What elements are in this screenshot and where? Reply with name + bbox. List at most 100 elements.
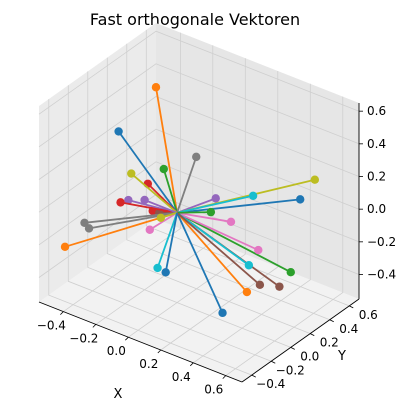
vector-line — [176, 198, 301, 214]
vector-24 — [116, 198, 178, 214]
z-tick-label: −0.2 — [367, 235, 396, 249]
y-tick-label: 0.4 — [339, 322, 358, 336]
z-tick-label: 0.6 — [367, 104, 386, 118]
gridline-y — [106, 57, 311, 334]
vector-endpoint — [296, 195, 305, 204]
gridline-x — [225, 96, 344, 376]
vector-endpoint — [286, 268, 295, 277]
vector-line — [177, 211, 211, 214]
x-tick-label: −0.2 — [69, 331, 98, 345]
vector-25 — [140, 195, 178, 214]
x-tick-label: 0.2 — [139, 357, 158, 371]
x-tick-mark — [157, 349, 162, 354]
vector-29 — [156, 211, 178, 223]
y-tick-mark — [349, 305, 354, 309]
grid-lines — [38, 29, 360, 376]
vector-line — [164, 212, 178, 273]
x-axis-line — [38, 301, 243, 383]
tick-labels: −0.4−0.20.00.20.40.6 −0.4−0.20.00.20.40.6… — [37, 104, 396, 396]
vector-line — [155, 87, 178, 213]
x-tick-label: 0.0 — [107, 344, 126, 358]
vector-17 — [176, 211, 263, 255]
x-tick-mark — [222, 375, 227, 379]
vector-2 — [151, 83, 178, 213]
gridline-z — [38, 96, 360, 180]
gridline-x — [128, 58, 246, 338]
vector-endpoint — [218, 308, 227, 318]
vector-endpoint — [161, 268, 170, 277]
gridline-x — [193, 83, 311, 364]
x-tick-label: 0.4 — [172, 370, 191, 384]
vector-endpoint — [124, 195, 133, 205]
y-tick-label: −0.2 — [276, 363, 305, 377]
vector-endpoint — [114, 127, 123, 136]
gridline-z — [38, 30, 360, 115]
gridline-y — [48, 99, 252, 376]
vector-19 — [127, 169, 178, 214]
vector-endpoint — [60, 242, 70, 252]
y-axis-label: Y — [337, 349, 346, 364]
vector-10 — [176, 191, 258, 214]
vector-line — [176, 156, 198, 214]
vector-endpoint — [244, 261, 254, 270]
vector-21 — [176, 212, 227, 318]
z-tick-label: 0.0 — [367, 202, 386, 216]
vector-endpoint — [140, 195, 149, 205]
x-tick-label: 0.6 — [204, 383, 223, 397]
vector-31 — [161, 212, 178, 277]
vector-23 — [177, 207, 216, 217]
axis-lines — [38, 103, 363, 383]
vector-line — [176, 211, 259, 251]
z-tick-label: 0.4 — [367, 137, 386, 151]
vector-7 — [176, 211, 236, 226]
vector-endpoint — [248, 191, 258, 201]
vector-endpoint — [192, 152, 201, 162]
vector-line — [130, 172, 178, 214]
vector-12 — [176, 212, 252, 297]
gridline-x — [63, 32, 181, 312]
vector-endpoint — [116, 198, 125, 207]
vector-line — [176, 211, 292, 273]
vector-20 — [176, 212, 254, 270]
vector-endpoint — [153, 263, 162, 273]
z-tick-label: −0.4 — [367, 268, 396, 282]
vector-30 — [153, 212, 178, 273]
chart-title: Fast orthogonale Vektoren — [90, 10, 300, 29]
y-tick-mark — [329, 319, 334, 323]
vector-1 — [176, 195, 305, 214]
vector-endpoint — [255, 280, 265, 290]
vector-endpoint — [275, 282, 284, 291]
vector-line — [149, 212, 178, 231]
x-tick-mark — [60, 311, 64, 315]
gridline-y — [87, 71, 291, 348]
vector-line — [144, 199, 178, 214]
vector-endpoint — [310, 175, 320, 184]
x-tick-mark — [125, 336, 129, 341]
z-tick-label: 0.2 — [367, 170, 386, 184]
vector-endpoint — [80, 218, 89, 227]
gridline-z — [38, 63, 360, 148]
y-tick-label: 0.2 — [320, 336, 339, 350]
gridline-y — [126, 43, 330, 321]
y-tick-label: 0.0 — [300, 349, 319, 363]
vector-line — [117, 130, 178, 214]
vector-endpoint — [159, 164, 168, 174]
vector-endpoint — [84, 224, 94, 233]
vector-11 — [114, 127, 178, 214]
vector-line — [176, 212, 261, 286]
vector-line — [176, 211, 232, 223]
vector-line — [176, 212, 248, 293]
vector-line — [176, 212, 224, 314]
y-axis-line — [241, 298, 360, 383]
vector-endpoint — [211, 194, 220, 203]
vector-8 — [176, 152, 201, 214]
vector-series — [60, 83, 320, 318]
y-tick-label: 0.6 — [359, 308, 378, 322]
vector-line — [120, 201, 178, 214]
y-tick-mark — [290, 347, 295, 350]
vector-endpoint — [151, 83, 161, 92]
vector-26 — [176, 212, 265, 290]
x-axis-label: X — [114, 387, 123, 402]
y-tick-mark — [271, 360, 276, 364]
